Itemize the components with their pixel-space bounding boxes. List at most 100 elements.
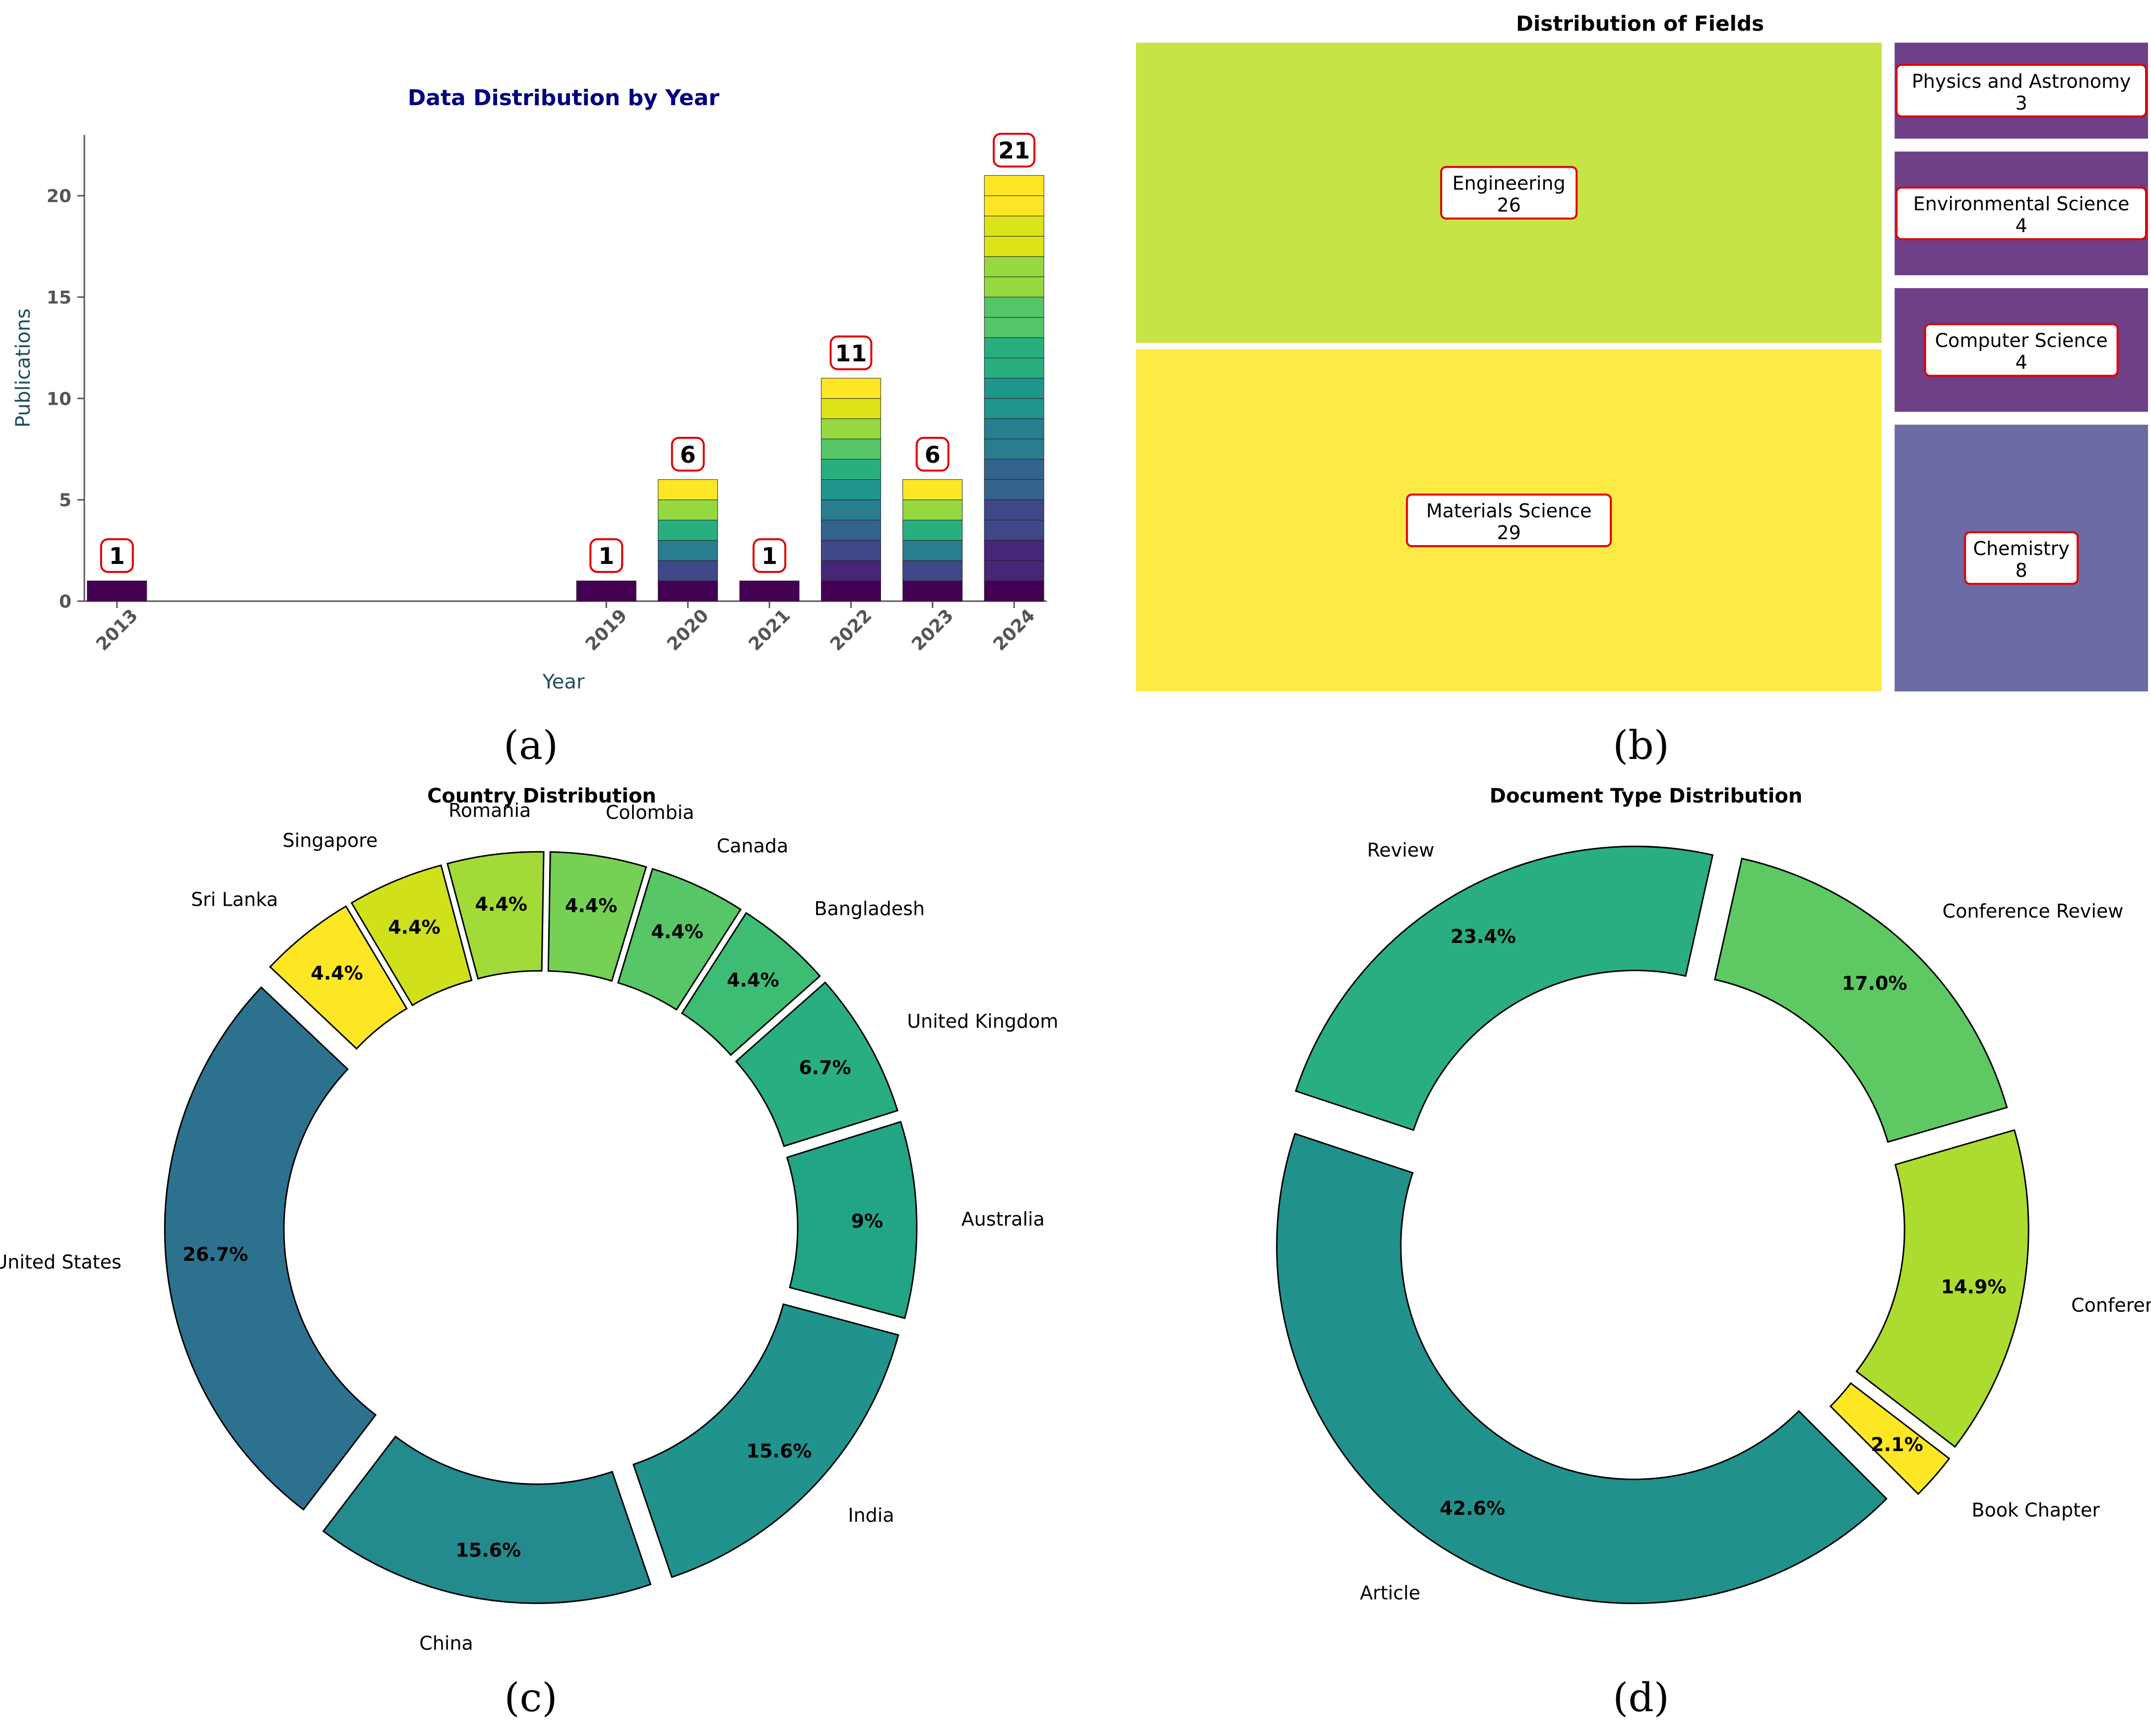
chart-c-title: Country Distribution [427, 785, 656, 807]
treemap-label-box [1896, 186, 2148, 241]
bar-segment [902, 580, 963, 602]
bar-segment [984, 418, 1044, 439]
treemap-value: 8 [2016, 559, 2027, 581]
donut-slice [1276, 1132, 1888, 1604]
bar-segment [984, 337, 1044, 359]
data-label-box [589, 538, 624, 573]
slice-label: Review [1367, 839, 1435, 861]
slice-label: Article [1360, 1582, 1420, 1604]
treemap-label: Physics and Astronomy [1912, 70, 2131, 92]
treemap-label: Materials Science [1426, 500, 1592, 522]
x-tick-label: 2013 [92, 605, 142, 655]
slice-label: China [419, 1632, 473, 1654]
donut-slice [1713, 858, 2008, 1143]
bar-segment [984, 438, 1044, 460]
slice-label: Canada [717, 835, 789, 857]
caption-c: (c) [504, 1674, 557, 1721]
slice-percentage: 26.7% [183, 1243, 248, 1265]
bar-segment [821, 459, 881, 480]
treemap-value: 4 [2016, 215, 2027, 237]
caption-b: (b) [1613, 722, 1669, 768]
y-tick-label: 0 [59, 592, 71, 612]
treemap-label-box [1406, 494, 1612, 548]
slice-percentage: 4.4% [651, 921, 703, 942]
bar-segment [821, 580, 881, 602]
data-label-box [915, 436, 949, 472]
slice-percentage: 23.4% [1451, 926, 1516, 947]
slice-label: Book Chapter [1971, 1499, 2100, 1521]
bar-segment [821, 438, 881, 460]
treemap-value: 26 [1497, 194, 1520, 216]
slice-percentage: 4.4% [388, 916, 440, 938]
chart-a-y-label: Publications [12, 309, 35, 428]
bar-segment [902, 560, 963, 581]
treemap-label-box [1964, 531, 2079, 585]
treemap-label-box [1440, 166, 1578, 220]
donut-slice [1295, 845, 1714, 1131]
bar-segment [821, 499, 881, 521]
bar-segment [984, 520, 1044, 541]
bar-segment [821, 377, 881, 399]
bar-segment [984, 276, 1044, 298]
treemap-label: Environmental Science [1913, 193, 2130, 215]
slice-percentage: 14.9% [1941, 1276, 2007, 1298]
bar-segment [658, 520, 718, 541]
treemap-value: 29 [1497, 522, 1520, 544]
y-tick-label: 20 [47, 186, 71, 207]
bar-segment [821, 520, 881, 541]
bar-segment [984, 540, 1044, 561]
bar-segment [902, 479, 963, 500]
bar-segment [658, 479, 718, 500]
y-tick-label: 10 [47, 389, 71, 409]
slice-percentage: 2.1% [1871, 1433, 1923, 1455]
chart-a-bars [87, 175, 1044, 602]
treemap-label: Chemistry [1973, 538, 2069, 559]
caption-d: (d) [1613, 1674, 1669, 1721]
bar-segment [739, 580, 800, 602]
slice-percentage: 4.4% [565, 895, 617, 917]
bar-segment [658, 560, 718, 581]
data-label: 6 [925, 441, 941, 468]
bar-segment [984, 195, 1044, 216]
bar-segment [984, 236, 1044, 257]
treemap-label: Engineering [1453, 173, 1566, 194]
bar-segment [821, 560, 881, 581]
data-label-box [829, 335, 873, 371]
donut-slice [269, 905, 408, 1050]
bar-segment [576, 580, 636, 602]
bar-segment [984, 317, 1044, 338]
donut-slice [632, 1303, 899, 1578]
bar-segment [984, 499, 1044, 521]
donut-slice [547, 851, 647, 982]
bar-segment [984, 398, 1044, 419]
treemap-label-box [1896, 63, 2148, 118]
donut-slice [735, 981, 899, 1147]
bar-segment [658, 540, 718, 561]
data-label: 1 [109, 543, 125, 569]
donut-slice [164, 986, 377, 1511]
chart-a-title: Data Distribution by Year [408, 85, 720, 111]
data-label: 11 [835, 340, 867, 367]
caption-a: (a) [504, 722, 558, 768]
treemap-label-box [1924, 323, 2119, 377]
slice-percentage: 6.7% [799, 1056, 851, 1078]
bar-segment [87, 580, 147, 602]
slice-label: Colombia [606, 802, 695, 823]
data-label: 1 [598, 543, 614, 569]
donut-slice [1829, 1382, 1951, 1495]
slice-label: Conference Review [1943, 900, 2124, 922]
data-label-box [753, 538, 787, 573]
donut-slice [322, 1435, 652, 1604]
slice-percentage: 42.6% [1440, 1497, 1505, 1519]
chart-b-title: Distribution of Fields [1516, 11, 1764, 36]
bar-segment [902, 540, 963, 561]
chart-a-x-ticks: 2013 2019 2020 2021 2022 2023 2024 [92, 601, 1039, 655]
chart-d-title: Document Type Distribution [1490, 785, 1803, 807]
bar-segment [984, 215, 1044, 237]
donut-slice [1855, 1129, 2029, 1448]
slice-label: Bangladesh [814, 898, 925, 920]
bar-segment [984, 297, 1044, 318]
y-tick-label: 15 [47, 288, 71, 308]
y-tick-label: 5 [59, 491, 71, 511]
